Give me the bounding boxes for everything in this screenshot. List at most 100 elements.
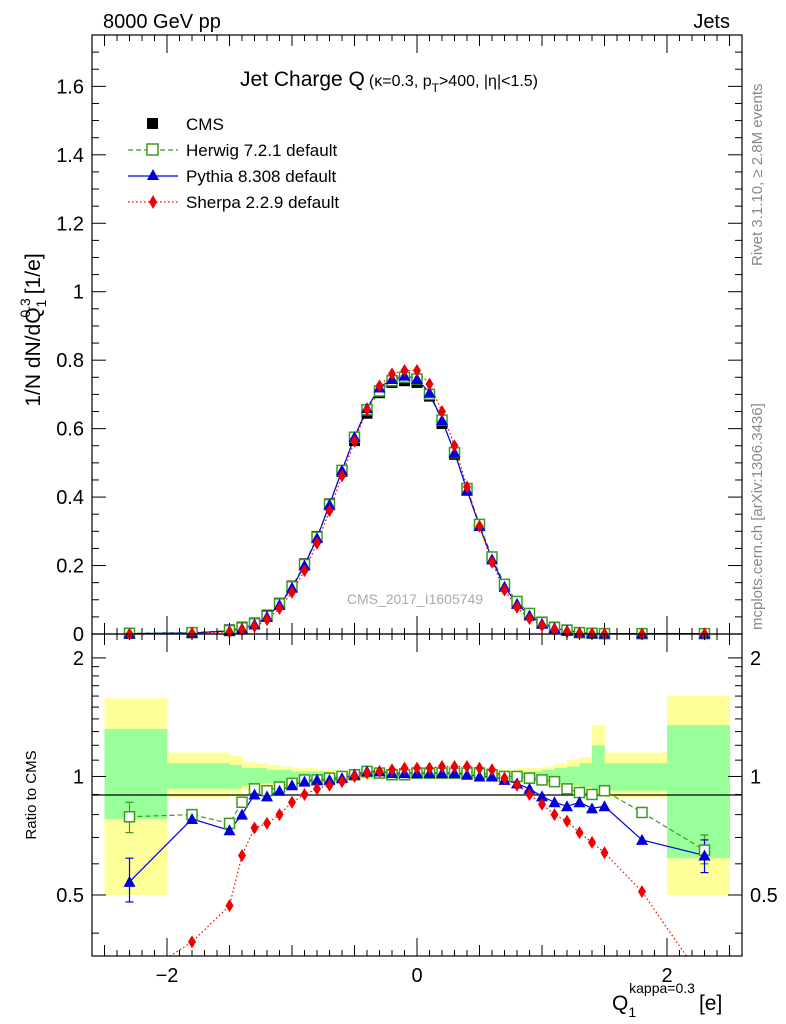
legend: CMS Herwig 7.2.1 default Pythia 8.308 de… [128, 115, 339, 212]
svg-text:1/N dN/dQ10.3[1/e]: 1/N dN/dQ10.3 [1/e] [17, 253, 49, 406]
main-sherpa-point [325, 504, 334, 518]
plot-title-kappa: κ=0.3, p [374, 73, 431, 90]
ratio-sherpa-point [463, 759, 471, 773]
ratio-pythia-point [223, 824, 236, 836]
main-sherpa-point [538, 619, 546, 633]
y-label-lhs: 1/N dN/dQ [22, 307, 45, 406]
ratio-band-inner [529, 771, 543, 782]
ratio-band-inner [379, 773, 393, 779]
legend-pythia-label: Pythia 8.308 default [186, 167, 337, 186]
ratio-band-inner [292, 771, 305, 782]
main-pythia-point [436, 414, 448, 426]
plot-title: Jet Charge Q (κ=0.3, pT>400, |η|<1.5) [240, 68, 538, 95]
ratio-band-inner [267, 769, 280, 784]
ratio-sherpa-point [600, 846, 609, 860]
main-sherpa-point [388, 367, 396, 381]
x-label-lhs: Q [612, 992, 628, 1015]
main-sherpa-point [375, 379, 384, 393]
analysis-watermark: CMS_2017_I1605749 [347, 591, 483, 607]
main-sherpa-point [238, 623, 246, 637]
ratio-band-inner [592, 745, 605, 791]
ratio-sherpa-point [475, 761, 484, 775]
ratio-sherpa-point [350, 769, 359, 783]
main-y-tick-label: 1 [73, 282, 84, 304]
ratio-herwig-point [548, 775, 561, 788]
mcplots-label: mcplots.cern.ch [arXiv:1306.3436] [749, 403, 766, 630]
main-y-tick-label: 0.2 [56, 556, 84, 578]
main-sherpa-point [225, 625, 234, 639]
ratio-sherpa-point [250, 821, 259, 835]
ratio-band-inner [367, 773, 380, 779]
main-sherpa-point [275, 601, 284, 615]
ratio-herwig-point [598, 784, 611, 797]
ratio-pythia-point [261, 790, 273, 802]
main-pythia-point [411, 372, 423, 384]
main-sherpa-point [288, 585, 296, 599]
main-sherpa-point [500, 583, 509, 597]
ratio-pythia-point [248, 788, 261, 800]
ratio-sherpa-point [438, 759, 446, 773]
ratio-herwig-point [636, 806, 648, 819]
ratio-y-tick-label: 2 [73, 648, 84, 670]
ratio-x-tick-label: 0 [411, 965, 422, 987]
ratio-band-inner [279, 769, 293, 782]
x-label-unit: [e] [699, 992, 722, 1015]
plot-title-pt-sub: T [432, 81, 440, 95]
main-series-layer [123, 363, 711, 641]
ratio-herwig-point [586, 788, 598, 801]
ratio-y-tick-label-right: 1 [750, 766, 761, 788]
ratio-pythia-point [698, 849, 711, 861]
legend-pythia-marker [147, 169, 159, 180]
ratio-pythia-point [598, 800, 611, 812]
main-y-axis: 0 0.2 0.4 0.6 0.8 1 1.2 1.4 1.6 [56, 34, 742, 646]
main-sherpa-point [513, 600, 521, 614]
ratio-band-inner [517, 771, 530, 780]
ratio-band-inner [317, 771, 330, 780]
ratio-band-inner [304, 771, 318, 782]
main-y-tick-label: 0 [73, 624, 84, 646]
ratio-pythia-point [548, 796, 561, 808]
ratio-band-inner [104, 728, 168, 819]
ratio-herwig-point [561, 783, 573, 795]
ratio-band-inner [667, 725, 730, 859]
y-label-sup: 0.3 [17, 298, 33, 318]
header-energy: 8000 GeV pp [103, 11, 221, 33]
ratio-y-tick-label-right: 0.5 [750, 885, 778, 907]
ratio-herwig-point [536, 774, 548, 786]
ratio-pythia-point [298, 775, 311, 787]
ratio-sherpa-point [588, 835, 596, 849]
main-y-tick-label: 0.6 [56, 419, 84, 441]
legend-herwig-marker [146, 143, 159, 156]
ratio-sherpa-point [550, 808, 559, 822]
ratio-pythia-point [636, 833, 648, 845]
ratio-pythia-point [236, 808, 248, 820]
ratio-y-tick-label-right: 2 [750, 648, 761, 670]
main-sherpa-point [575, 626, 584, 640]
plot-title-cut: >400, |η|<1.5) [439, 73, 538, 90]
ratio-pythia-point [536, 790, 548, 802]
ratio-sherpa-point [188, 935, 196, 949]
ratio-pythia-point [286, 779, 298, 791]
legend-pythia: Pythia 8.308 default [128, 167, 337, 186]
ratio-band-inner [167, 763, 230, 789]
main-sherpa-point [463, 480, 471, 494]
main-sherpa-point [400, 363, 409, 377]
ratio-herwig-point [123, 811, 136, 823]
ratio-sherpa-point [563, 814, 571, 828]
ratio-band-inner [404, 773, 418, 779]
ratio-sherpa-point [538, 797, 546, 811]
ratio-pythia-point [186, 812, 198, 824]
ratio-sherpa-point [413, 761, 421, 775]
main-sherpa-point [488, 555, 496, 569]
ratio-sherpa-point [450, 759, 459, 773]
ratio-sherpa-point [225, 899, 234, 913]
main-sherpa-point [313, 536, 321, 550]
ratio-x-tick-label: 2 [661, 965, 672, 987]
ratio-pythia-point [273, 784, 286, 796]
ratio-sherpa-point [488, 763, 496, 777]
main-sherpa-point [475, 519, 484, 533]
y-label-unit: [1/e] [22, 253, 45, 294]
rivet-info-label: Rivet 3.1.10, ≥ 2.8M events [749, 84, 766, 267]
ratio-sherpa-point [263, 816, 271, 830]
main-pythia-point [323, 498, 336, 510]
